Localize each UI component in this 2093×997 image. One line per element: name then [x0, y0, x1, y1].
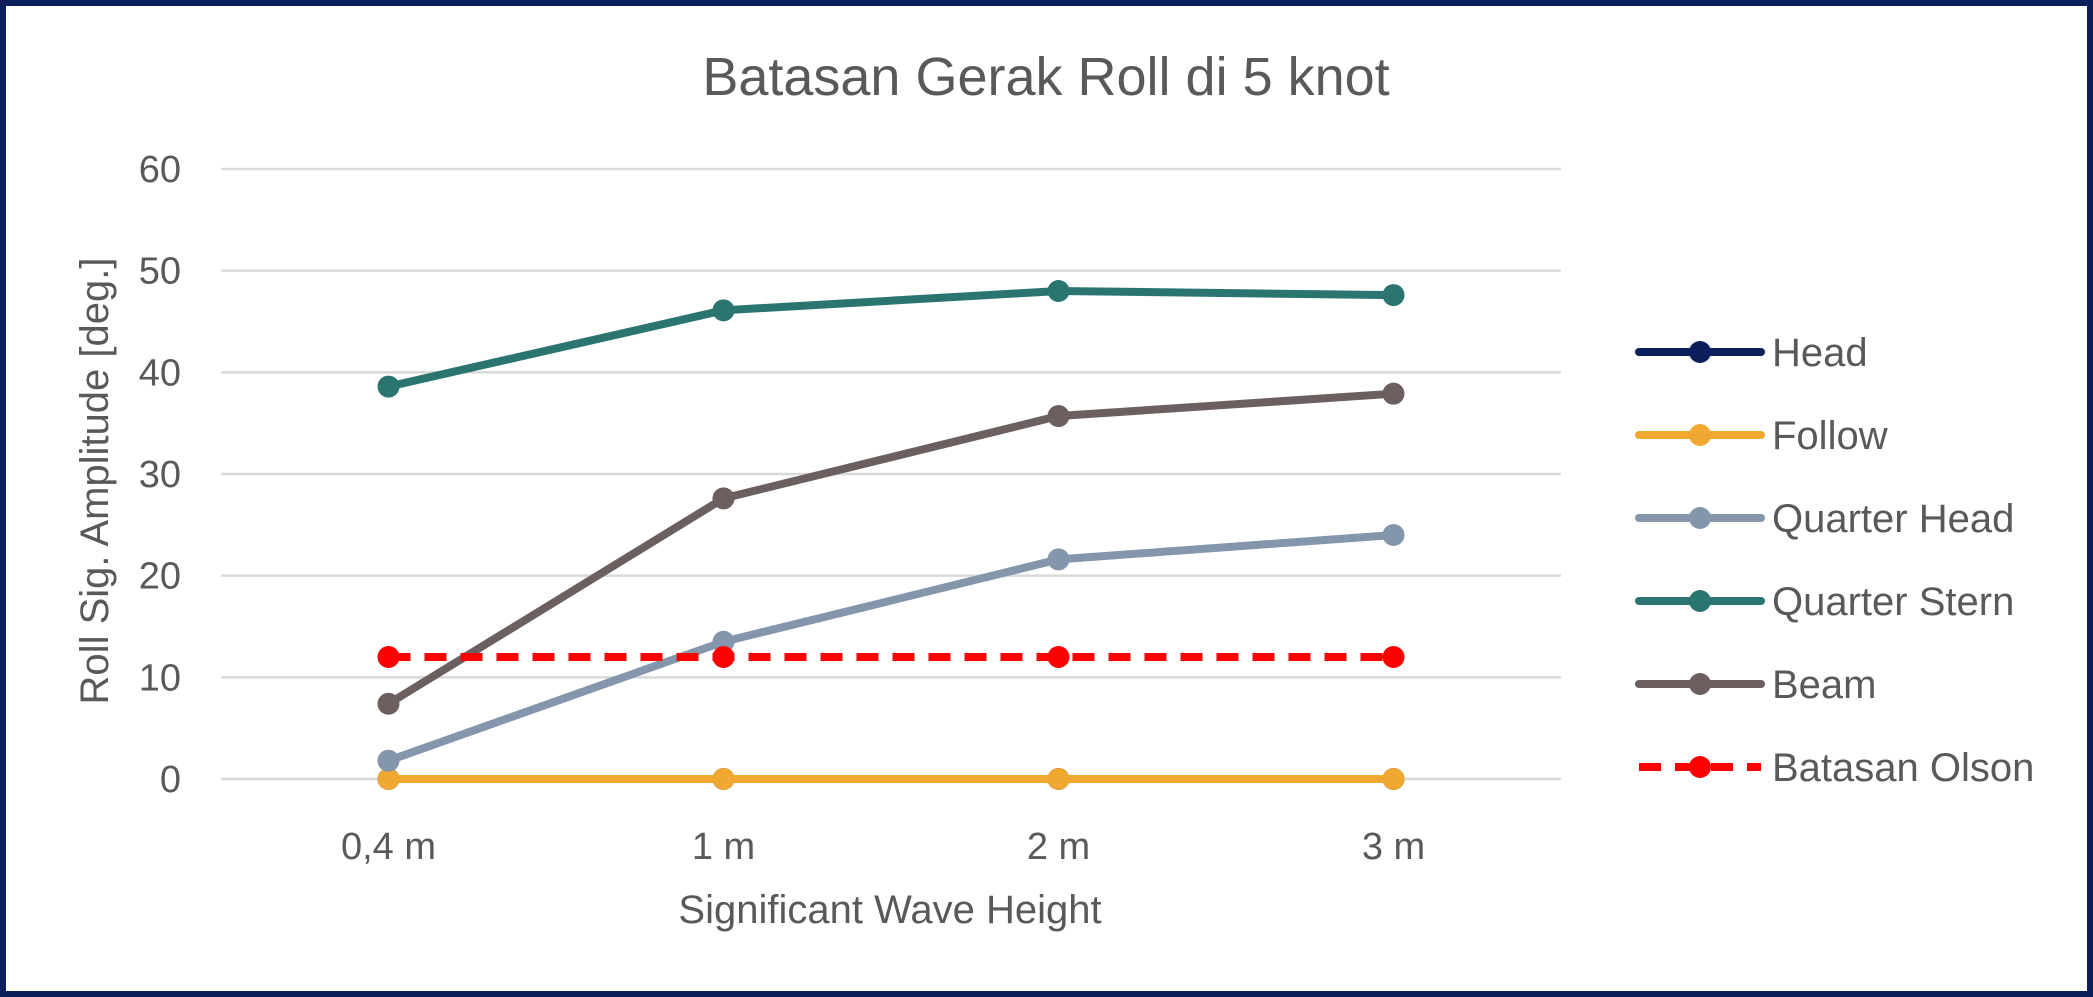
data-point	[1047, 548, 1070, 571]
data-point	[377, 646, 400, 668]
data-point	[377, 768, 400, 790]
y-tick-label: 50	[139, 251, 181, 293]
series-3	[377, 280, 1405, 398]
series-lines	[377, 280, 1405, 790]
data-point	[712, 299, 735, 322]
legend-label: Quarter Head	[1772, 497, 2014, 541]
legend-swatch-marker	[1689, 424, 1711, 446]
data-point	[712, 768, 735, 790]
legend-swatch-marker	[1689, 507, 1711, 529]
y-tick-label: 60	[139, 149, 181, 191]
data-point	[1382, 284, 1405, 307]
chart-title: Batasan Gerak Roll di 5 knot	[702, 47, 1389, 107]
series-line	[384, 287, 1398, 391]
x-tick-label: 0,4 m	[341, 826, 436, 868]
data-point	[712, 630, 735, 653]
data-point	[1382, 768, 1405, 790]
series-2	[377, 524, 1405, 772]
data-point	[1382, 646, 1405, 668]
data-point	[712, 646, 735, 668]
legend-item: Beam	[1635, 663, 1877, 707]
y-tick-label: 10	[139, 657, 181, 699]
series-line	[384, 531, 1398, 765]
data-point	[1382, 524, 1405, 546]
series-4	[377, 382, 1405, 715]
legend-label: Beam	[1772, 663, 1877, 707]
line-chart: Batasan Gerak Roll di 5 knot 0 10 20 30 40 50…	[73, 47, 2034, 932]
data-point	[377, 692, 400, 715]
legend-item: Head	[1635, 331, 1868, 375]
y-tick-label: 0	[160, 759, 181, 801]
legend-swatch-marker	[1689, 756, 1711, 778]
data-point	[712, 487, 735, 510]
data-point	[1047, 768, 1070, 790]
legend-label: Head	[1772, 331, 1868, 375]
data-point	[1047, 280, 1070, 302]
y-tick-label: 40	[139, 352, 181, 394]
y-tick-label: 20	[139, 556, 181, 598]
series-1	[377, 768, 1405, 790]
x-tick-label: 1 m	[692, 826, 755, 868]
legend-label: Quarter Stern	[1772, 580, 2014, 624]
data-point	[377, 375, 400, 398]
legend-swatch-marker	[1689, 341, 1711, 363]
y-axis-ticks: 0 10 20 30 40 50 60	[139, 149, 181, 801]
series-5	[377, 646, 1405, 668]
x-axis-label: Significant Wave Height	[678, 888, 1101, 932]
legend-item: Quarter Head	[1635, 497, 2014, 541]
data-point	[1047, 405, 1070, 428]
data-point	[377, 749, 400, 772]
legend: Head Follow Quarter Head Quarter Stern Beam B…	[1635, 331, 2034, 790]
legend-item: Batasan Olson	[1639, 746, 2034, 790]
legend-item: Follow	[1635, 414, 1888, 458]
x-tick-label: 3 m	[1362, 826, 1425, 868]
x-axis-ticks: 0,4 m 1 m 2 m 3 m	[341, 826, 1425, 868]
legend-swatch-marker	[1689, 673, 1711, 695]
x-tick-label: 2 m	[1027, 826, 1090, 868]
y-axis-label: Roll Sig. Amplitude [deg.]	[73, 258, 117, 705]
y-tick-label: 30	[139, 454, 181, 496]
legend-label: Batasan Olson	[1772, 746, 2034, 790]
data-point	[1047, 646, 1070, 668]
legend-swatch-marker	[1689, 590, 1711, 612]
legend-item: Quarter Stern	[1635, 580, 2014, 624]
legend-label: Follow	[1772, 414, 1888, 458]
series-line	[384, 389, 1398, 708]
data-point	[1382, 382, 1405, 405]
